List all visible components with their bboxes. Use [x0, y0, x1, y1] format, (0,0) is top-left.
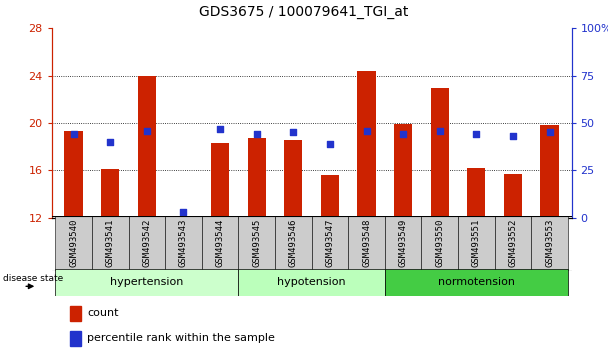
- Bar: [504, 174, 522, 218]
- Bar: [137, 76, 156, 218]
- Text: GSM493552: GSM493552: [508, 219, 517, 267]
- Bar: [55, 269, 238, 296]
- Bar: [284, 139, 302, 218]
- Bar: [430, 87, 449, 218]
- Bar: [238, 216, 275, 271]
- Text: GSM493545: GSM493545: [252, 219, 261, 267]
- Bar: [202, 216, 238, 271]
- Bar: [92, 216, 128, 271]
- Bar: [541, 125, 559, 218]
- Bar: [70, 331, 81, 346]
- Bar: [55, 216, 92, 271]
- Point: [362, 128, 371, 133]
- Point: [435, 128, 444, 133]
- Point: [69, 132, 78, 137]
- Text: percentile rank within the sample: percentile rank within the sample: [87, 333, 275, 343]
- Point: [288, 130, 298, 135]
- Text: GSM493550: GSM493550: [435, 219, 444, 267]
- Point: [105, 139, 115, 145]
- Text: GSM493548: GSM493548: [362, 219, 371, 267]
- Text: GSM493553: GSM493553: [545, 219, 554, 267]
- Bar: [311, 216, 348, 271]
- Text: GSM493541: GSM493541: [106, 219, 115, 267]
- Text: disease state: disease state: [2, 274, 63, 283]
- Text: GSM493546: GSM493546: [289, 219, 298, 267]
- Text: GSM493542: GSM493542: [142, 219, 151, 267]
- Point: [398, 132, 408, 137]
- Bar: [70, 306, 81, 321]
- Point: [179, 209, 188, 215]
- Bar: [467, 168, 486, 218]
- Bar: [211, 143, 229, 218]
- Text: GSM493543: GSM493543: [179, 219, 188, 267]
- Bar: [531, 216, 568, 271]
- Text: normotension: normotension: [438, 277, 515, 287]
- Text: GSM493544: GSM493544: [216, 219, 224, 267]
- Bar: [385, 269, 568, 296]
- Bar: [348, 216, 385, 271]
- Point: [325, 141, 335, 147]
- Bar: [238, 269, 385, 296]
- Bar: [247, 138, 266, 218]
- Bar: [421, 216, 458, 271]
- Text: count: count: [87, 308, 119, 318]
- Bar: [275, 216, 311, 271]
- Point: [215, 126, 225, 132]
- Bar: [128, 216, 165, 271]
- Point: [545, 130, 554, 135]
- Point: [508, 133, 518, 139]
- Text: GSM493547: GSM493547: [325, 219, 334, 267]
- Text: hypotension: hypotension: [277, 277, 346, 287]
- Bar: [385, 216, 421, 271]
- Text: GSM493540: GSM493540: [69, 219, 78, 267]
- Text: GDS3675 / 100079641_TGI_at: GDS3675 / 100079641_TGI_at: [199, 5, 409, 19]
- Bar: [458, 216, 495, 271]
- Point: [471, 132, 481, 137]
- Text: GSM493551: GSM493551: [472, 219, 481, 267]
- Bar: [394, 124, 412, 218]
- Bar: [495, 216, 531, 271]
- Bar: [174, 217, 193, 218]
- Text: hypertension: hypertension: [110, 277, 184, 287]
- Bar: [64, 131, 83, 218]
- Bar: [101, 169, 119, 218]
- Bar: [321, 175, 339, 218]
- Point: [252, 132, 261, 137]
- Bar: [165, 216, 202, 271]
- Point: [142, 128, 152, 133]
- Bar: [358, 71, 376, 218]
- Text: GSM493549: GSM493549: [399, 219, 407, 267]
